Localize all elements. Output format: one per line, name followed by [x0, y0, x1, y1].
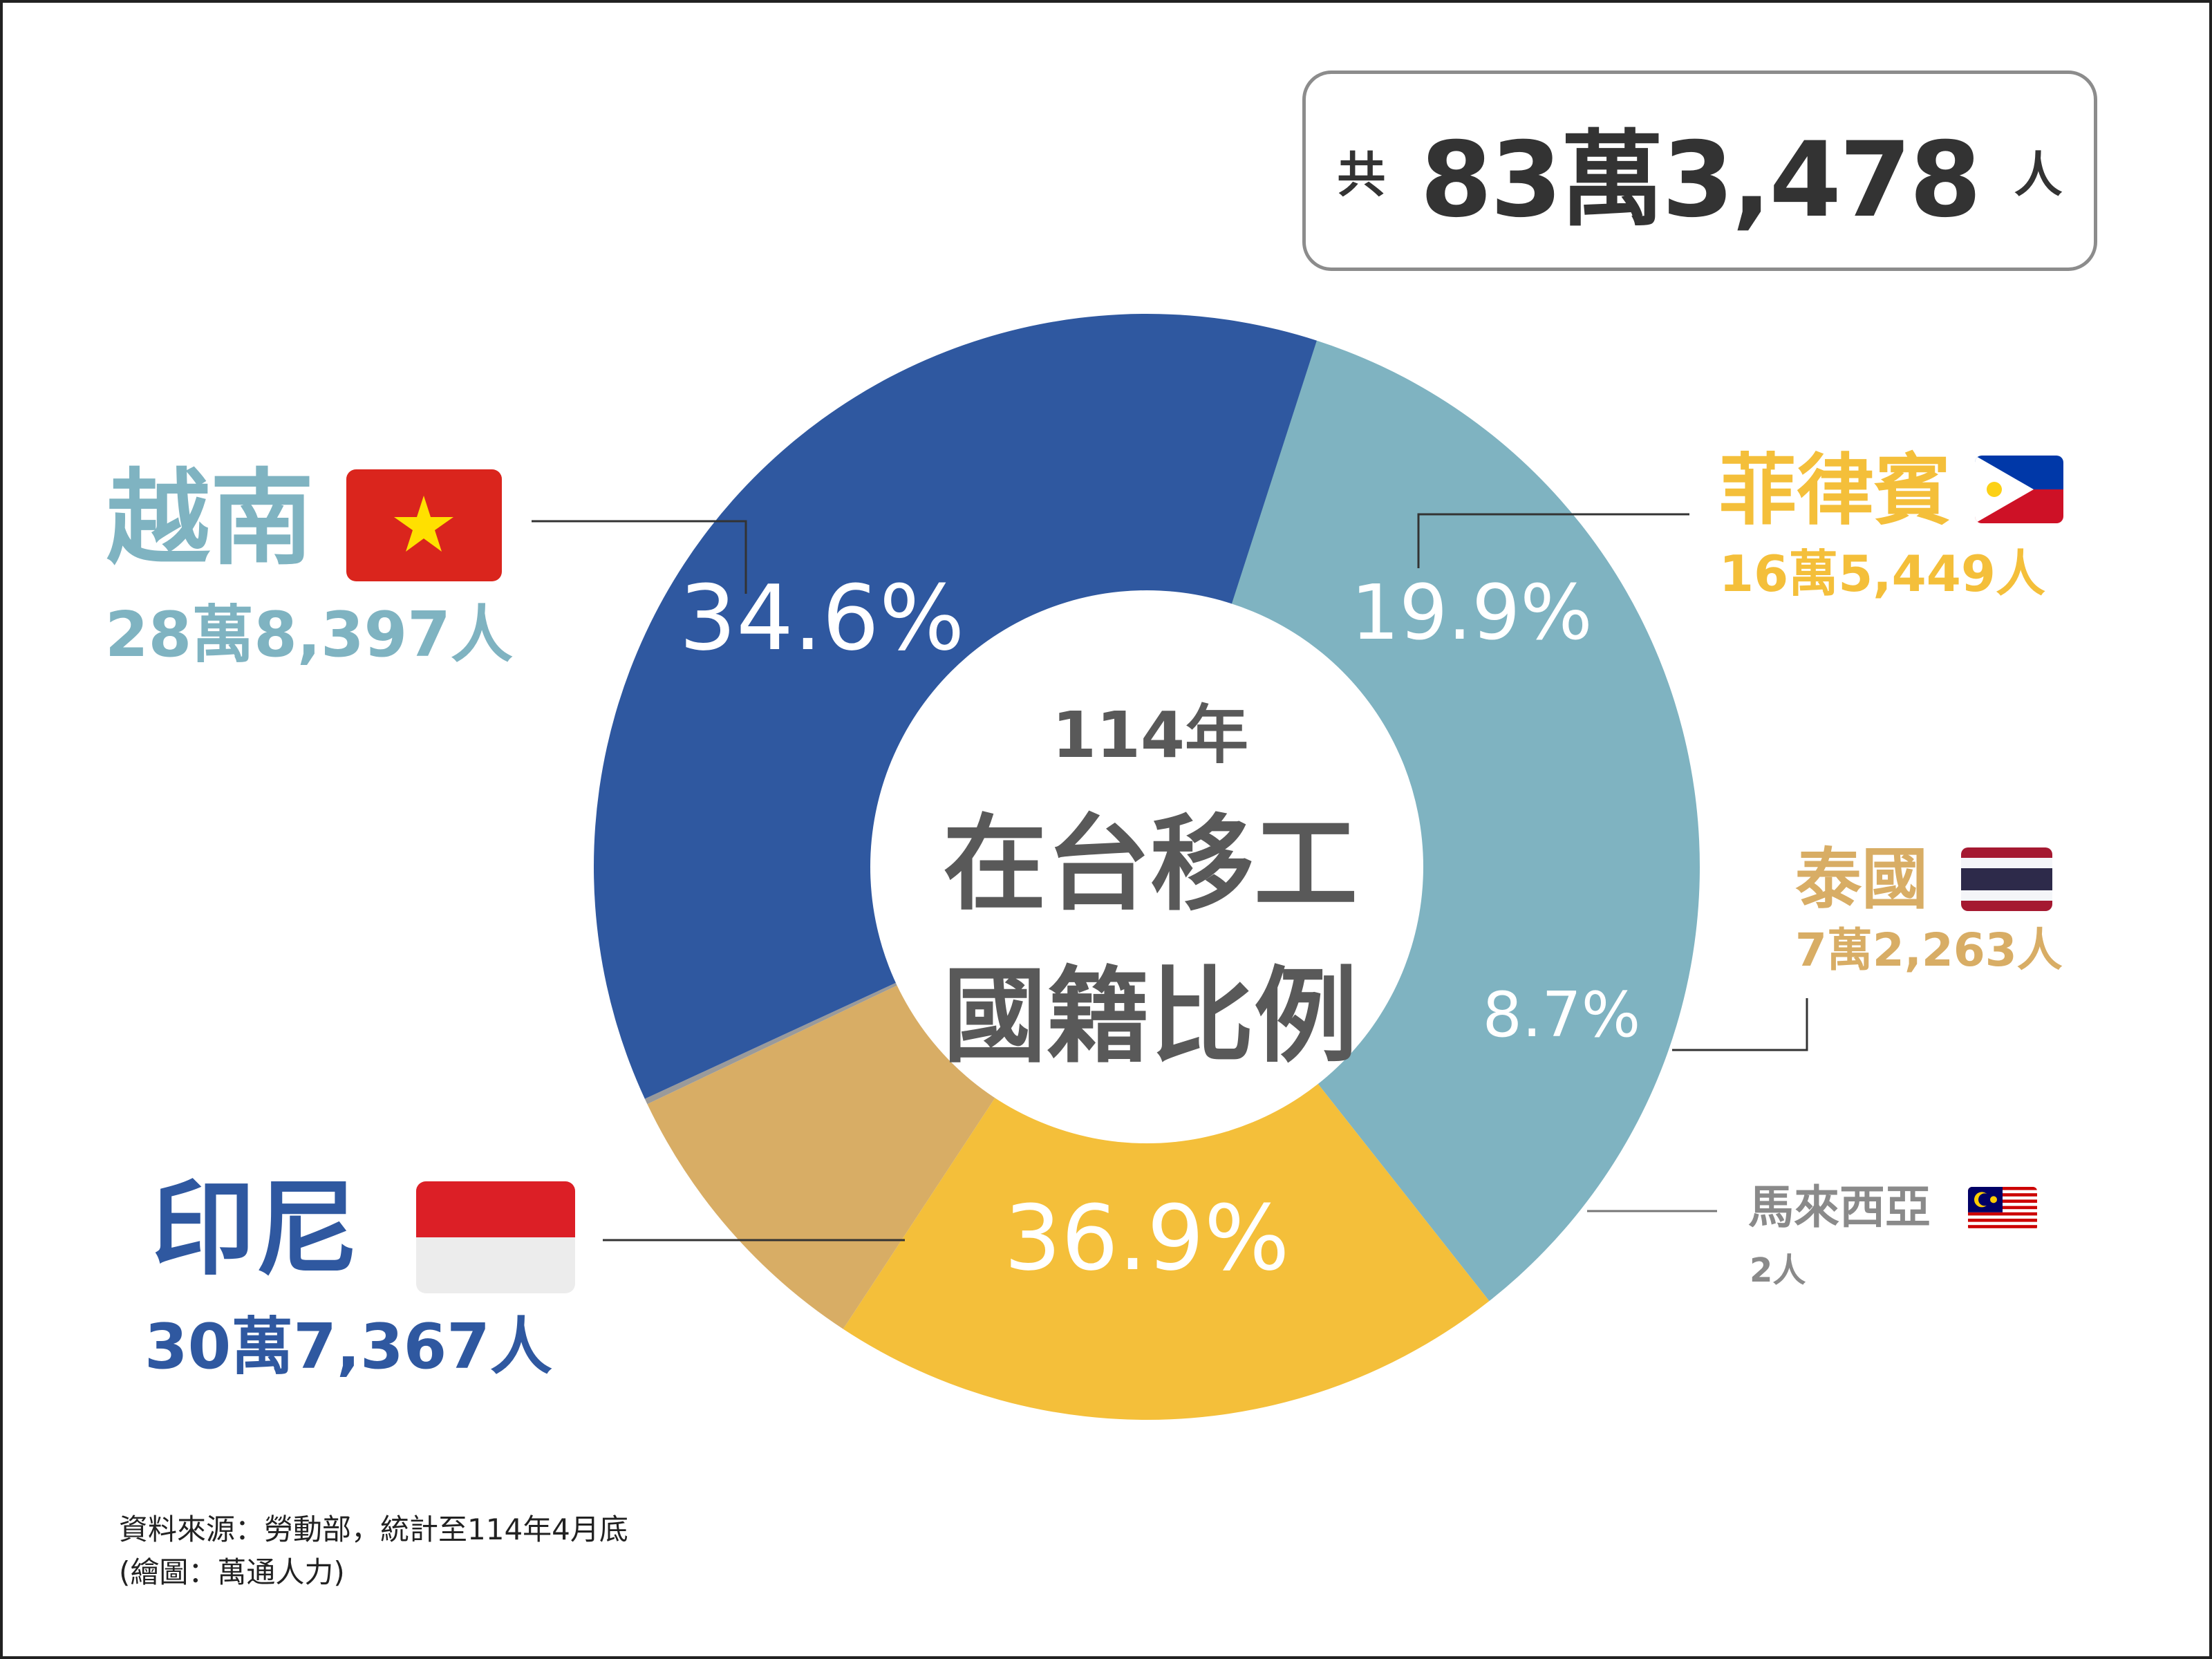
vietnam-name: 越南 [106, 459, 315, 579]
philippines-count: 16萬5,449人 [1719, 545, 2045, 603]
vietnam-flag-icon [346, 469, 502, 581]
percent-label-philippines: 19.9% [1351, 568, 1592, 657]
indonesia-name: 印尼 [151, 1170, 359, 1290]
philippines-name: 菲律賓 [1719, 446, 1951, 536]
total-prefix: 共 [1337, 146, 1386, 203]
center-title-line1: 在台移工 [942, 805, 1358, 925]
slice-vietnam [1147, 339, 1700, 1302]
thailand-name: 泰國 [1795, 841, 1928, 918]
donut-hole [870, 590, 1423, 1143]
center-year: 114年 [1051, 698, 1249, 772]
total-value: 83萬3,478 [1420, 120, 1981, 241]
malaysia-count: 2人 [1750, 1251, 1806, 1290]
thailand-count: 7萬2,263人 [1795, 924, 2063, 977]
leader-line-vietnam [532, 520, 747, 594]
vietnam-count: 28萬8,397人 [105, 599, 513, 671]
source-note: 資料來源：勞動部，統計至114年4月底 (繪圖：萬通人力) [119, 1508, 628, 1594]
malaysia-flag-icon [1968, 1187, 2037, 1231]
indonesia-count: 30萬7,367人 [144, 1311, 552, 1383]
indonesia-flag-icon [416, 1181, 575, 1293]
total-suffix: 人 [2014, 146, 2063, 203]
philippines-flag-icon [1975, 456, 2063, 523]
credit-line: (繪圖：萬通人力) [119, 1555, 345, 1589]
percent-label-thailand: 8.7% [1483, 979, 1641, 1051]
percent-label-indonesia: 36.9% [1004, 1185, 1290, 1291]
donut-chart: 34.6% 19.9% 8.7% 36.9% [532, 314, 1808, 1420]
slice-philippines [843, 867, 1490, 1420]
malaysia-name: 馬來西亞 [1748, 1181, 1931, 1234]
leader-line-thailand [1672, 998, 1808, 1051]
leader-line-philippines [1417, 513, 1689, 568]
total-box: 共 83萬3,478 人 [1302, 71, 2097, 271]
source-line: 資料來源：勞動部，統計至114年4月底 [119, 1512, 628, 1546]
percent-label-vietnam: 34.6% [679, 565, 965, 671]
thailand-flag-icon [1961, 847, 2052, 911]
center-title-line2: 國籍比例 [942, 957, 1358, 1077]
